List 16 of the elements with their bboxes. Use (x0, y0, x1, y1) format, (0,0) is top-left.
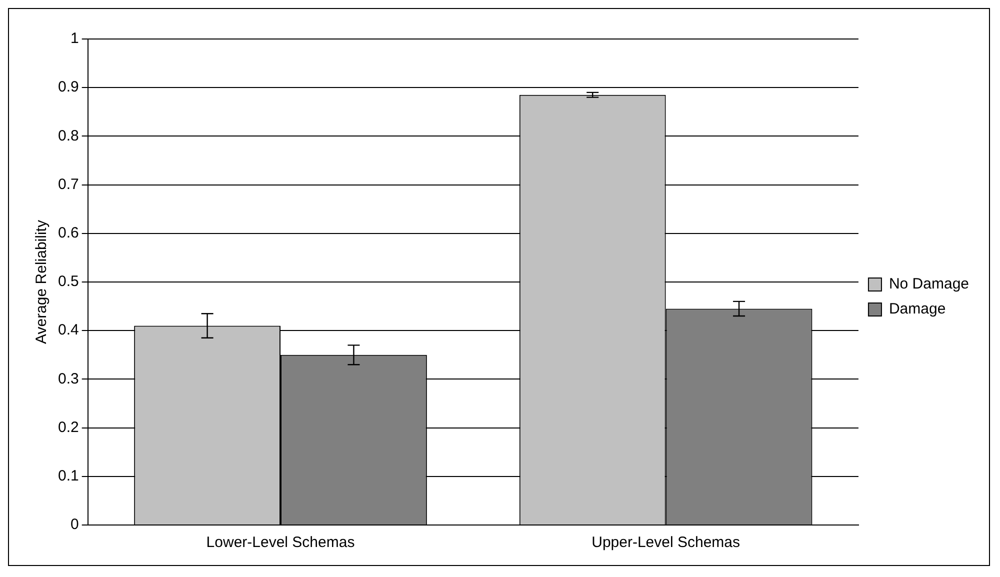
legend-label: No Damage (888, 276, 970, 293)
y-tick-label: 0.1 (58, 468, 79, 485)
x-tick-label: Lower-Level Schemas (206, 534, 355, 552)
legend-label: Damage (888, 300, 946, 318)
y-tick-label: 0.2 (58, 418, 79, 436)
y-tick-label: 0.6 (58, 224, 79, 242)
y-tick-label: 0.5 (58, 273, 79, 290)
x-tick-label: Upper-Level Schemas (592, 534, 740, 552)
y-tick-label: 1 (70, 30, 79, 48)
y-tick-label: 0.8 (58, 127, 79, 144)
y-tick-label: 0.3 (58, 370, 79, 388)
y-tick-label: 0.9 (58, 78, 79, 96)
y-tick-label: 0.4 (58, 322, 79, 339)
y-axis-title: Average Reliability (33, 220, 50, 344)
y-tick-label: 0 (70, 516, 79, 534)
y-tick-label: 0.7 (58, 176, 79, 193)
